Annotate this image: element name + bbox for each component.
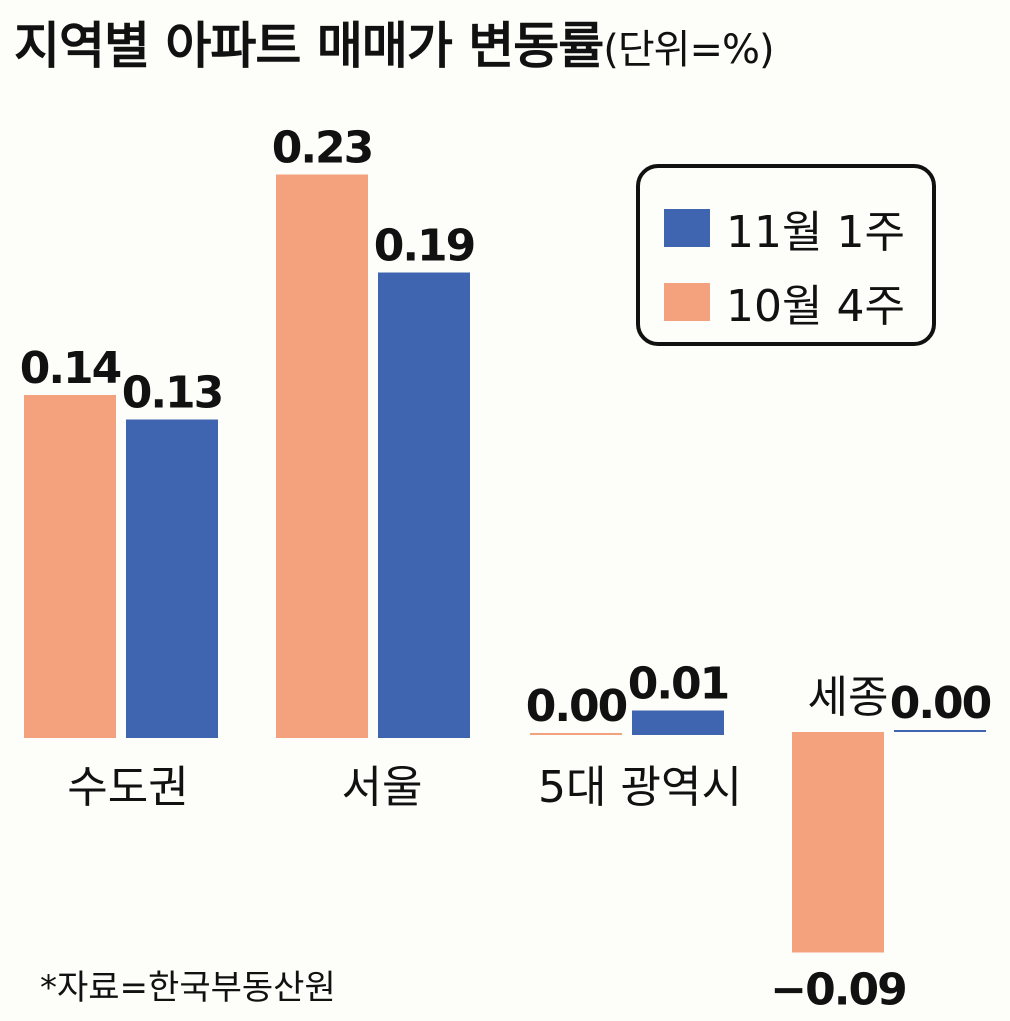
source-note: *자료=한국부동산원 <box>40 968 336 1008</box>
value-label-nov-week1-1: 0.19 <box>374 221 475 272</box>
bar-nov-week1-2 <box>632 710 724 735</box>
bar-oct-week4-3 <box>792 732 884 953</box>
unit-label: (단위=%) <box>603 27 774 73</box>
legend-swatch-oct-week4 <box>664 283 710 321</box>
title-text: 지역별 아파트 매매가 변동률 <box>14 17 604 75</box>
bar-nov-week1-0 <box>126 419 218 738</box>
bar-oct-week4-1 <box>276 174 368 738</box>
category-label-2: 5대 광역시 <box>538 762 742 813</box>
value-label-nov-week1-3: 0.00 <box>890 678 991 729</box>
value-label-oct-week4-0: 0.14 <box>20 343 121 394</box>
category-label-1: 서울 <box>342 762 423 813</box>
value-label-oct-week4-3: −0.09 <box>770 965 905 1016</box>
value-label-nov-week1-2: 0.01 <box>628 659 729 710</box>
bar-nov-week1-3 <box>894 730 986 732</box>
bar-nov-week1-1 <box>378 272 470 738</box>
value-label-oct-week4-2: 0.00 <box>526 681 627 732</box>
chart-title: 지역별 아파트 매매가 변동률(단위=%) <box>14 6 775 78</box>
category-label-3: 세종 <box>808 672 889 723</box>
bar-oct-week4-2 <box>530 733 622 735</box>
legend-item-oct-week4: 10월 4주 <box>664 270 905 334</box>
bar-oct-week4-0 <box>24 395 116 738</box>
legend: 11월 1주 10월 4주 <box>636 164 936 346</box>
legend-item-nov-week1: 11월 1주 <box>664 196 905 260</box>
legend-label-oct-week4: 10월 4주 <box>726 281 905 332</box>
legend-swatch-nov-week1 <box>664 209 710 247</box>
value-label-nov-week1-0: 0.13 <box>122 368 223 419</box>
legend-label-nov-week1: 11월 1주 <box>726 207 905 258</box>
value-label-oct-week4-1: 0.23 <box>272 123 373 174</box>
category-label-0: 수도권 <box>67 762 188 813</box>
